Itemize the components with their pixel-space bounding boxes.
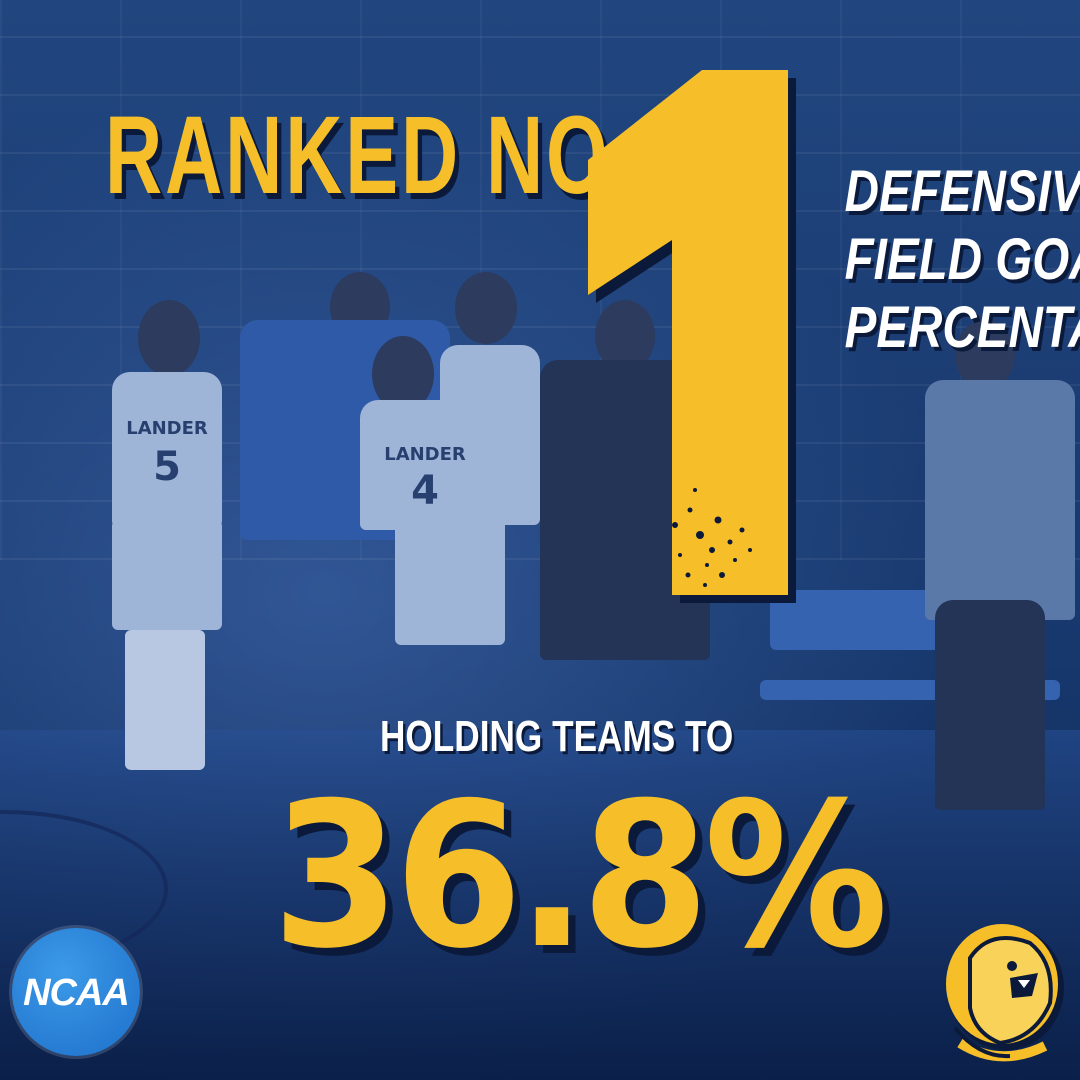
jersey-number: 5 — [153, 444, 181, 490]
ncaa-logo: NCAA — [12, 928, 140, 1056]
stat-category: DEFENSIVE FIELD GOAL PERCENTAGE — [796, 158, 1080, 362]
court-floor — [0, 730, 1080, 1080]
category-line-3: PERCENTAGE — [844, 295, 1080, 360]
ncaa-logo-text: NCAA — [23, 972, 130, 1014]
jersey-team-label: LANDER — [126, 418, 208, 439]
stat-value: 36.8% — [272, 760, 888, 993]
category-line-2: FIELD GOAL — [844, 227, 1080, 292]
jersey-number: 4 — [411, 468, 439, 514]
rank-number-one: 1 — [588, 70, 796, 603]
category-line-1: DEFENSIVE — [844, 159, 1080, 224]
jersey-team-label: LANDER — [384, 444, 466, 465]
ranked-headline: RANKED NO. — [105, 94, 636, 217]
cougar-mascot-icon — [946, 924, 1064, 1062]
stat-lead-in: HOLDING TEAMS TO — [380, 712, 734, 761]
